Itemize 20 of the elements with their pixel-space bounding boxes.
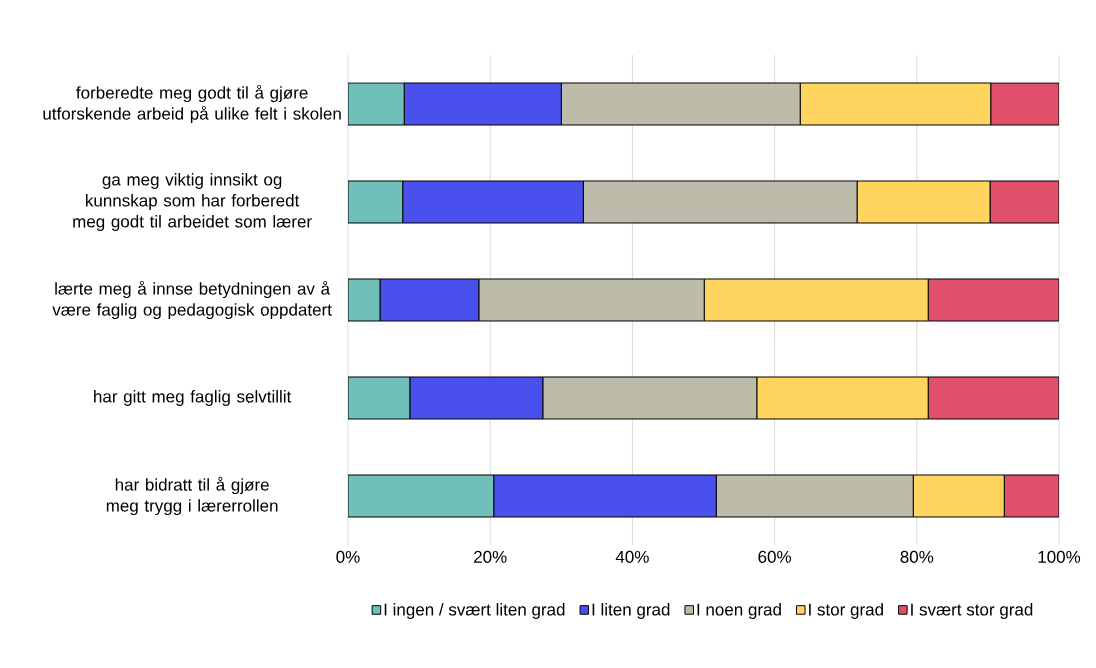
bar	[348, 82, 405, 126]
x-tick-label: 0%	[336, 550, 360, 563]
y-tick-label: forberedte meg godt til å gjøre utforskende arbeid på ulike felt i skolen	[43, 84, 341, 124]
x-tick-label: 80%	[900, 550, 934, 563]
legend-label: I ingen / svært liten grad	[384, 603, 565, 619]
y-tick-label: har bidratt til å gjøre meg trygg i lærerrollen	[106, 476, 278, 516]
x-tick-label: 100%	[1038, 550, 1081, 563]
bar	[348, 376, 411, 420]
y-tick-label: ga meg viktig innsikt og kunnskap som har forberedt meg godt til arbeidet som lærer	[73, 173, 312, 231]
bar	[348, 474, 495, 518]
x-tick-label: 60%	[758, 550, 791, 563]
y-tick-label: har gitt meg faglig selvtillit	[94, 390, 292, 406]
x-tick-label: 40%	[615, 550, 649, 563]
legend-label: I stor grad	[809, 603, 883, 619]
x-tick-label: 20%	[474, 550, 507, 563]
y-tick-label: lærte meg å innse betydningen av å være faglig og pedagogisk oppdatert	[52, 280, 332, 320]
legend-label: I noen grad	[697, 603, 781, 619]
bar	[348, 180, 404, 224]
legend-label: I svært stor grad	[911, 603, 1033, 619]
legend-label: I liten grad	[592, 603, 670, 619]
